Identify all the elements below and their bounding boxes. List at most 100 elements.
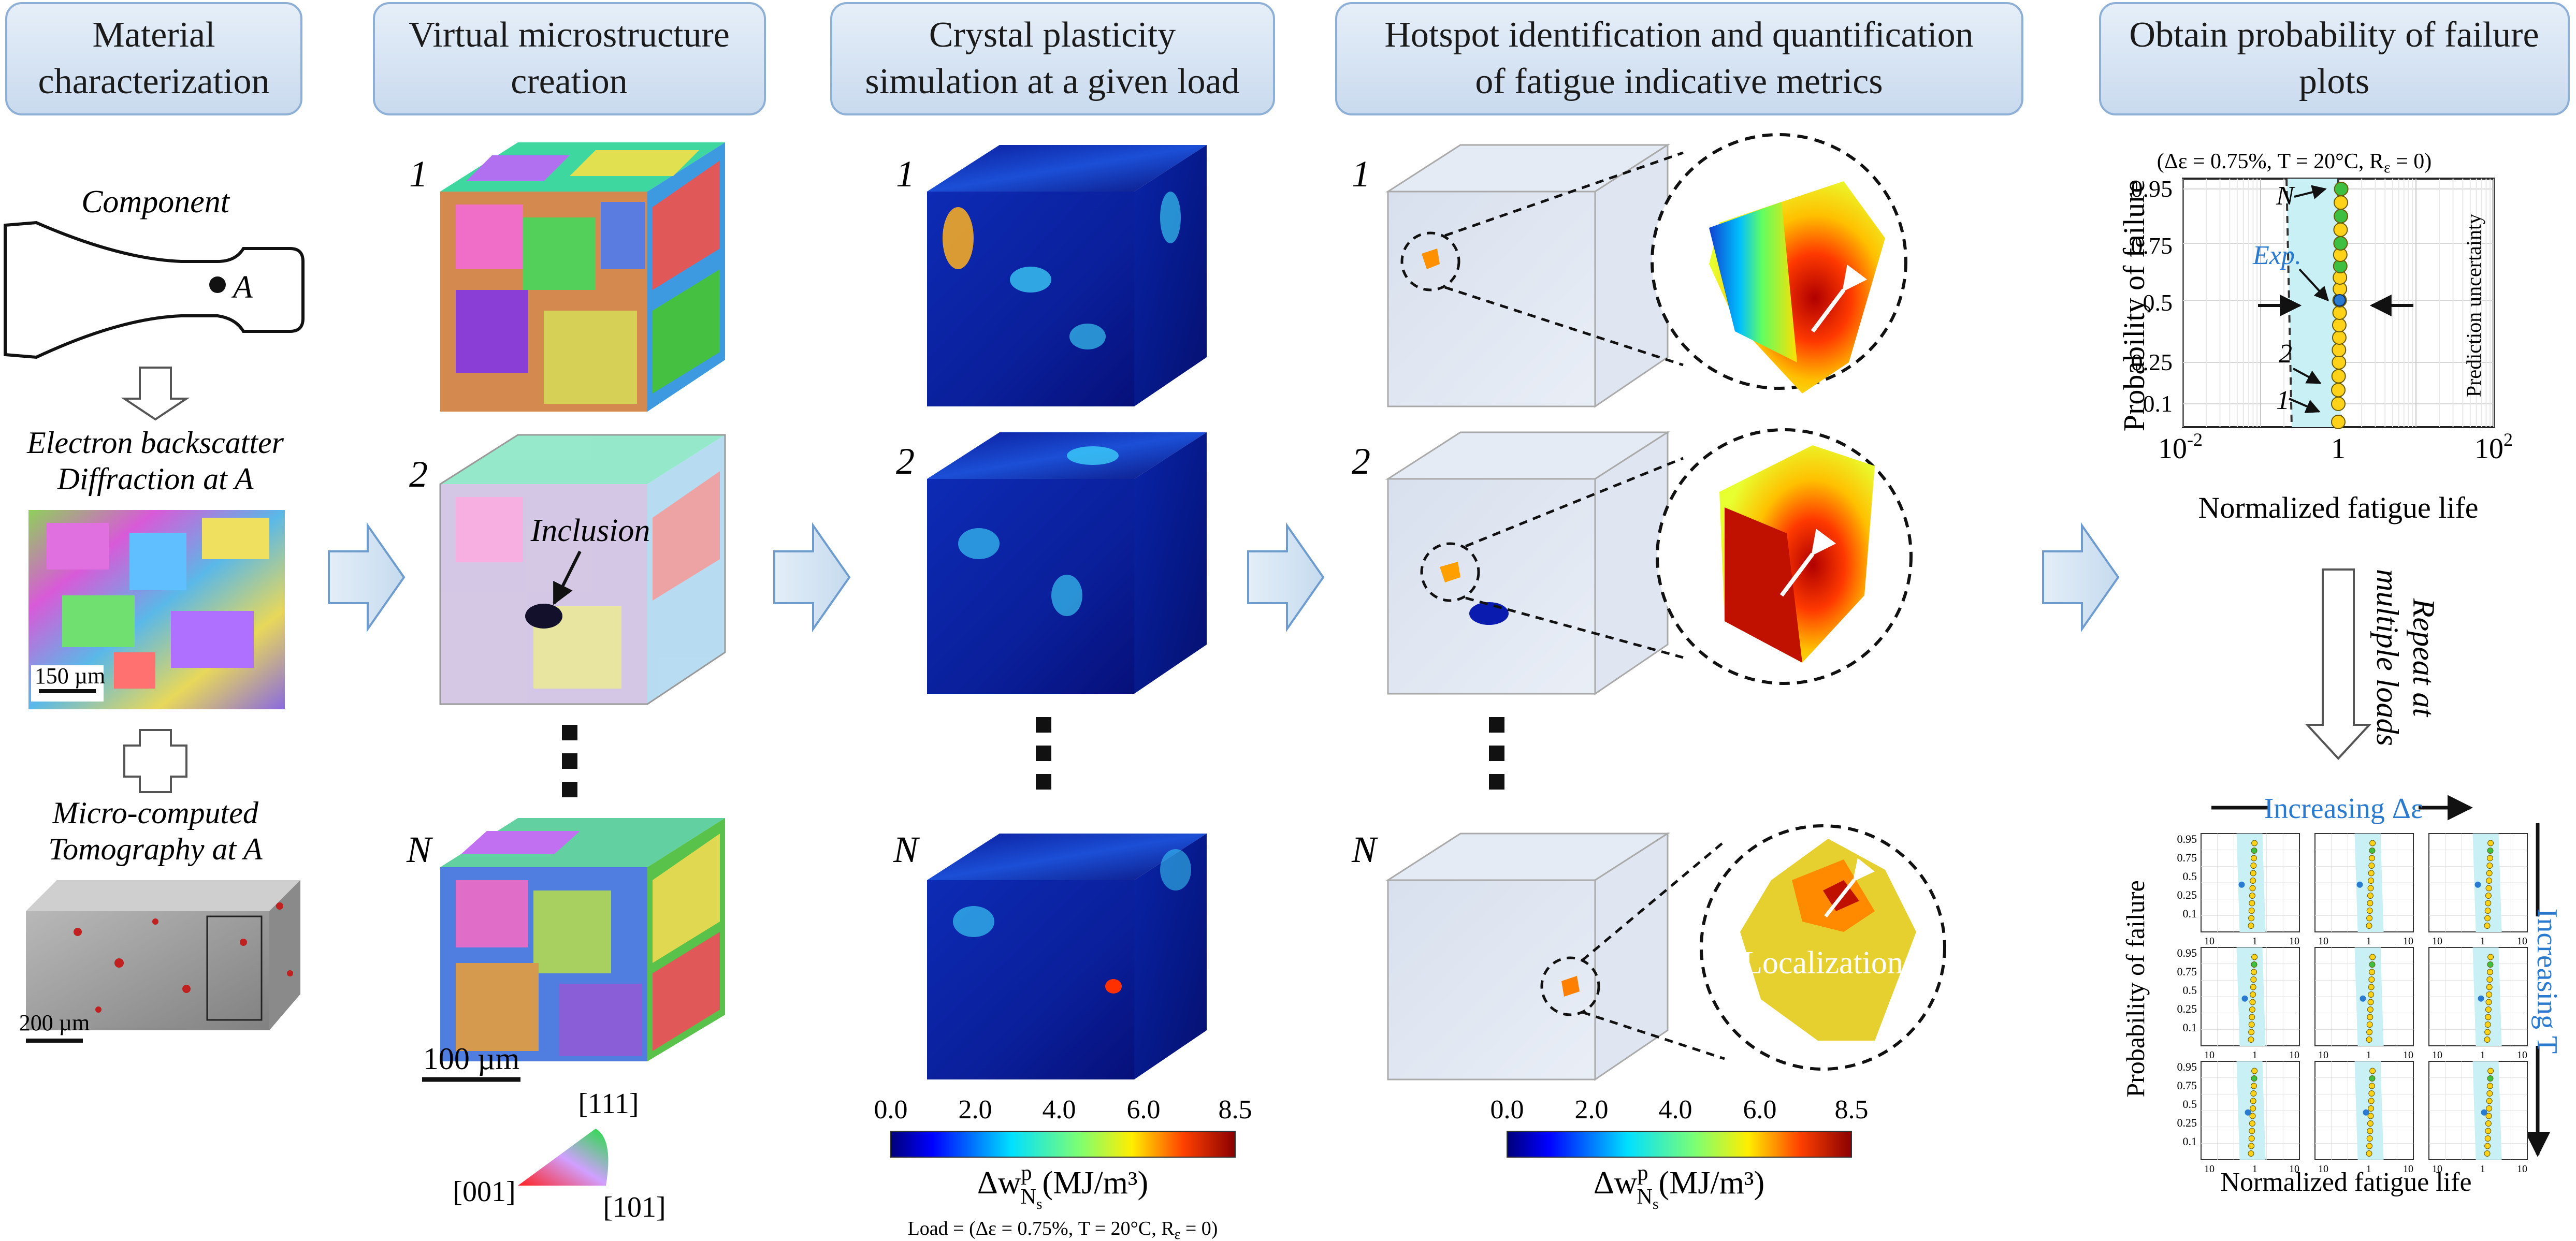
- mini-plot: 10 1 10: [2428, 1061, 2528, 1175]
- mini-ytick-label: 0.25: [2177, 1002, 2197, 1015]
- inclusion-arrow: [553, 550, 582, 605]
- repeat-label-1: Repeat at: [2407, 598, 2441, 718]
- mini-plot: 10 1 10: [2428, 947, 2528, 1061]
- ytick-label: 0.5: [2143, 289, 2173, 316]
- microstructure-cube-n: [440, 818, 725, 1061]
- mini-data-point: [2487, 840, 2494, 846]
- ebsd-label-2: Diffraction at A: [57, 462, 254, 496]
- zoom-1: [1444, 133, 1907, 393]
- mini-xtick-label: 10: [2403, 1049, 2413, 1061]
- ct-volume: [26, 880, 300, 1030]
- mini-data-point: [2487, 1075, 2494, 1082]
- data-point: [2331, 383, 2346, 398]
- mini-plot: 10 1 10: [2314, 833, 2414, 947]
- mini-data-point: [2485, 1128, 2492, 1134]
- mini-data-point: [2368, 1105, 2375, 1112]
- hotspot-arrow-1: [1811, 265, 1868, 333]
- cp-cube-2: [927, 432, 1207, 694]
- down-arrow-repeat: [2305, 568, 2372, 760]
- mini-data-point: [2248, 1150, 2254, 1157]
- mini-data-point: [2251, 848, 2257, 854]
- header-hotspot-identification: Hotspot identification and quantificatio…: [1335, 2, 2023, 115]
- data-point: [2332, 343, 2347, 357]
- mini-data-point: [2485, 1120, 2492, 1127]
- ghost-cube-n: [1385, 832, 1671, 1081]
- colorbar-cp: 0.0 2.0 4.0 6.0 8.5 Δwp Ns(MJ/m³) Load = …: [874, 1095, 1252, 1241]
- mini-ytick-label: 0.25: [2177, 1116, 2197, 1129]
- hotspot-arrow-n: [1824, 858, 1875, 918]
- ytick-label: 0.75: [2131, 232, 2173, 259]
- mini-experimental-point: [2481, 1109, 2487, 1116]
- mini-data-point: [2368, 1090, 2375, 1097]
- mini-xtick-label: 1: [2366, 1049, 2371, 1061]
- mini-data-point: [2367, 893, 2374, 899]
- data-point: [2332, 355, 2347, 370]
- flow-arrow-2: [773, 522, 851, 633]
- mini-data-point: [2248, 1029, 2255, 1035]
- mini-ytick-label: 0.1: [2183, 907, 2197, 920]
- load-label: Load = (Δε = 0.75%, T = 20°C, Rε = 0): [908, 1218, 1218, 1241]
- mini-data-point: [2367, 885, 2374, 892]
- mini-plot: 10 1 10: [2314, 1061, 2414, 1175]
- header-virtual-microstructure: Virtual microstructure creation: [373, 2, 766, 115]
- mini-ytick-label: 0.1: [2183, 1021, 2197, 1034]
- mini-data-point: [2368, 969, 2375, 975]
- mini-ytick-label: 0.5: [2183, 1098, 2197, 1111]
- header-crystal-plasticity: Crystal plasticity simulation at a given…: [830, 2, 1275, 115]
- label-1: 1: [2276, 386, 2290, 415]
- mini-data-point: [2248, 1135, 2255, 1142]
- mini-data-point: [2484, 1029, 2491, 1035]
- mini-experimental-point: [2474, 881, 2481, 888]
- mini-xtick-label: 10: [2204, 936, 2215, 947]
- microstructure-cube-2: [440, 435, 725, 704]
- mini-xtick-label: 10: [2432, 1163, 2442, 1175]
- inclusion-label: Inclusion: [530, 513, 650, 548]
- mini-data-point: [2250, 870, 2256, 877]
- label-2: 2: [2279, 339, 2292, 369]
- mini-data-point: [2250, 855, 2257, 862]
- ebsd-label-1: Electron backscatter: [26, 426, 284, 460]
- mini-data-point: [2485, 900, 2492, 907]
- colorbar-tick: 6.0: [1743, 1095, 1777, 1125]
- mini-data-point: [2369, 840, 2376, 846]
- mini-xtick-label: 10: [2517, 936, 2527, 947]
- mini-data-point: [2248, 908, 2255, 914]
- header-line-1: Material: [92, 15, 215, 55]
- mini-data-point: [2251, 1068, 2258, 1074]
- mini-data-point: [2484, 1143, 2491, 1149]
- mini-data-point: [2368, 855, 2375, 862]
- mini-data-point: [2485, 885, 2492, 892]
- mini-plot: 10 1 10: [2428, 833, 2528, 947]
- zoom-n: Localization: [1581, 824, 1946, 1071]
- mini-data-point: [2366, 1036, 2372, 1043]
- flow-arrow-1: [328, 522, 406, 633]
- mini-xtick-label: 1: [2480, 936, 2485, 947]
- mini-data-point: [2486, 855, 2493, 862]
- cp-cube-1: [927, 145, 1207, 406]
- mini-data-point: [2486, 870, 2493, 877]
- colorbar-tick: 2.0: [1575, 1095, 1609, 1125]
- mini-ytick-label: 0.75: [2177, 965, 2197, 978]
- mini-data-point: [2366, 923, 2372, 929]
- colorbar-tick: 6.0: [1127, 1095, 1161, 1125]
- ipf-label-101: [101]: [603, 1191, 665, 1223]
- mini-data-point: [2368, 1098, 2375, 1104]
- ipf-label-001: [001]: [453, 1176, 515, 1208]
- mini-plot-grid: 0.95 0.75 0.5 0.25 0.1 10 1 10 10 1 10 10 1 10 0.95 0.7…: [2177, 833, 2528, 1175]
- mini-experimental-point: [2360, 995, 2366, 1002]
- ytick-label: 0.1: [2143, 390, 2173, 417]
- mini-data-point: [2486, 969, 2493, 975]
- header-probability-of-failure: Obtain probability of failure plots: [2099, 2, 2570, 115]
- mini-xtick-label: 1: [2480, 1049, 2485, 1061]
- data-point: [2334, 182, 2349, 196]
- mini-data-point: [2249, 1128, 2255, 1134]
- microstructure-scale-label: 100 µm: [423, 1042, 519, 1076]
- ebsd-map: 150 µm: [28, 510, 285, 709]
- mini-data-point: [2367, 999, 2374, 1005]
- mini-data-point: [2367, 1128, 2374, 1134]
- grid-y-axis-label: Probability of failure: [2121, 880, 2150, 1097]
- mini-experimental-point: [2363, 1109, 2369, 1116]
- ct-label-2: Tomography at A: [48, 832, 263, 866]
- header-line-2: plots: [2299, 62, 2369, 101]
- mini-data-point: [2249, 1006, 2255, 1013]
